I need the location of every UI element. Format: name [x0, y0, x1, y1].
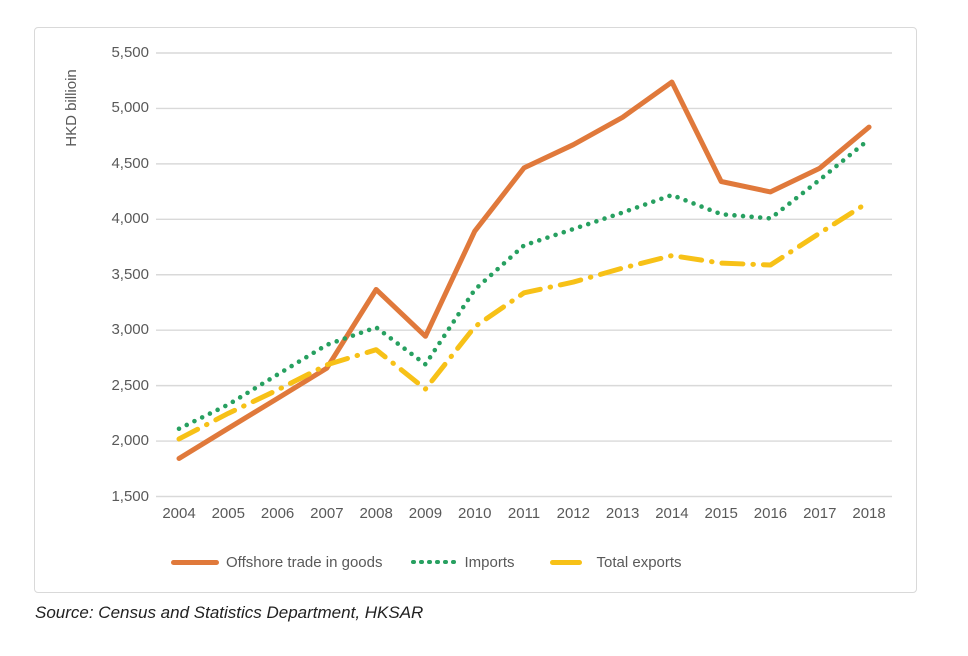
- imports-dotted-line-swatch-icon: [410, 559, 458, 565]
- x-tick-label: 2010: [458, 505, 492, 522]
- total-exports-dash-swatch-icon: [542, 559, 590, 565]
- y-tick-label: 5,500: [111, 44, 149, 61]
- legend-item-offshore-trade: Offshore trade in goods: [171, 554, 383, 571]
- x-tick-label: 2014: [655, 505, 689, 522]
- x-tick-label: 2018: [852, 505, 886, 522]
- y-tick-label: 2,500: [111, 376, 149, 394]
- x-tick-label: 2004: [162, 505, 196, 522]
- y-tick-label: 1,500: [111, 487, 149, 505]
- legend-label-total-exports: Total exports: [596, 553, 682, 571]
- x-tick-label: 2015: [704, 505, 738, 522]
- y-tick-label: 3,500: [111, 265, 149, 283]
- x-tick-label: 2008: [359, 505, 393, 522]
- x-tick-label: 2011: [507, 505, 541, 522]
- x-tick-label: 2012: [556, 505, 590, 522]
- legend-label-imports: Imports: [464, 553, 515, 571]
- y-tick-label: 3,000: [111, 321, 149, 339]
- legend-item-imports: Imports: [410, 554, 515, 571]
- y-tick-label: 4,500: [111, 154, 149, 172]
- series-line-total-exports: [176, 199, 872, 442]
- legend-item-total-exports: Total exports: [542, 554, 682, 571]
- y-tick-label: 2,000: [111, 432, 149, 450]
- x-tick-label: 2007: [310, 505, 344, 522]
- x-tick-label: 2006: [260, 505, 295, 522]
- x-tick-label: 2017: [803, 505, 837, 522]
- y-tick-label: 4,000: [111, 210, 149, 228]
- chart-frame: HKD billioin Offshore trade in goods Imp…: [34, 27, 917, 593]
- series-line-imports: [176, 137, 872, 432]
- x-tick-label: 2009: [408, 505, 443, 522]
- series-line-offshore-trade-in-goods: [176, 79, 872, 461]
- x-tick-label: 2016: [753, 505, 788, 522]
- legend-label-offshore-trade: Offshore trade in goods: [226, 553, 383, 571]
- x-tick-label: 2013: [605, 505, 640, 522]
- y-tick-label: 5,000: [111, 99, 149, 117]
- plot-area: [156, 52, 892, 498]
- x-tick-label: 2005: [211, 505, 245, 522]
- offshore-trade-line-swatch-icon: [171, 559, 219, 565]
- source-note: Source: Census and Statistics Department…: [35, 603, 424, 622]
- legend: Offshore trade in goods Imports Total ex…: [171, 550, 682, 574]
